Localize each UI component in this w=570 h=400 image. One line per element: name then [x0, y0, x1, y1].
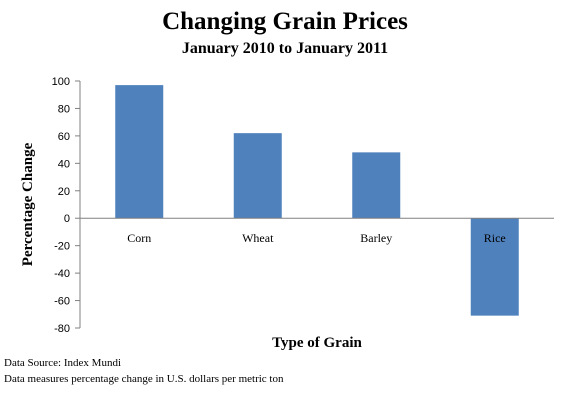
y-tick-label: -20	[54, 241, 70, 253]
units-note: Data measures percentage change in U.S. …	[4, 373, 284, 385]
y-tick-label: 40	[58, 158, 70, 170]
y-axis-title: Percentage Change	[20, 142, 36, 266]
bar-rice	[470, 218, 519, 316]
y-axis-ticks: 100 80 60 40 20 0 -20 -40 -60 -80	[52, 76, 80, 335]
category-label-barley: Barley	[360, 231, 392, 245]
y-tick-label: -40	[54, 268, 70, 280]
y-tick-label: 80	[58, 103, 70, 115]
chart-subtitle: January 2010 to January 2011	[181, 40, 389, 57]
category-label-corn: Corn	[127, 231, 151, 245]
y-tick-label: 20	[58, 186, 70, 198]
category-labels: Corn Wheat Barley Rice	[127, 231, 506, 245]
y-tick-label: -60	[54, 296, 70, 308]
data-source-note: Data Source: Index Mundi	[4, 357, 121, 369]
category-label-rice: Rice	[484, 231, 506, 245]
bar-corn	[115, 85, 164, 219]
y-tick-label: 60	[58, 131, 70, 143]
category-label-wheat: Wheat	[242, 231, 274, 245]
footnotes: Data Source: Index Mundi Data measures p…	[4, 355, 283, 387]
x-axis-title: Type of Grain	[272, 335, 362, 351]
bar-barley	[352, 152, 401, 219]
bar-wheat	[233, 133, 282, 219]
chart-title: Changing Grain Prices	[162, 8, 408, 35]
y-tick-label: 0	[64, 213, 70, 225]
y-tick-label: -80	[54, 323, 70, 335]
bars	[115, 85, 519, 316]
y-tick-label: 100	[52, 76, 70, 88]
